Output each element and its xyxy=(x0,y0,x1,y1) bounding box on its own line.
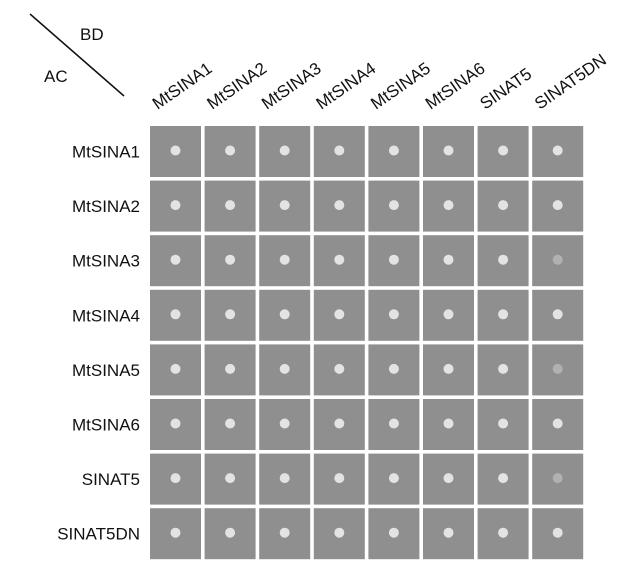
colony-spot xyxy=(553,146,563,156)
colony-spot xyxy=(225,473,235,483)
colony-spot xyxy=(498,146,508,156)
colony-spot xyxy=(444,146,454,156)
colony-spot xyxy=(498,473,508,483)
colony-spot xyxy=(280,200,290,210)
column-label: MtSINA6 xyxy=(422,59,489,114)
row-label: MtSINA6 xyxy=(72,416,140,435)
colony-spot xyxy=(444,255,454,265)
column-label: MtSINA1 xyxy=(149,59,216,114)
colony-spot xyxy=(444,309,454,319)
colony-spot xyxy=(553,419,563,429)
colony-spot xyxy=(334,255,344,265)
colony-spot xyxy=(553,473,563,483)
colony-spot xyxy=(280,419,290,429)
row-label: MtSINA5 xyxy=(72,361,140,380)
colony-spot xyxy=(553,364,563,374)
row-label: MtSINA2 xyxy=(72,197,140,216)
colony-spot xyxy=(334,364,344,374)
colony-spot xyxy=(389,364,399,374)
colony-spot xyxy=(334,309,344,319)
colony-spot xyxy=(444,528,454,538)
row-label: MtSINA4 xyxy=(72,306,140,325)
colony-spot xyxy=(498,255,508,265)
colony-spot xyxy=(171,528,181,538)
colony-spot xyxy=(225,255,235,265)
colony-spot xyxy=(280,146,290,156)
colony-spot xyxy=(334,473,344,483)
colony-spot xyxy=(389,528,399,538)
colony-spot xyxy=(171,255,181,265)
colony-spot xyxy=(498,364,508,374)
colony-spot xyxy=(389,255,399,265)
column-label: MtSINA5 xyxy=(367,59,434,114)
colony-spot xyxy=(389,146,399,156)
row-label: SINAT5 xyxy=(82,470,140,489)
colony-spot xyxy=(444,364,454,374)
colony-spot xyxy=(171,364,181,374)
colony-spot xyxy=(171,200,181,210)
row-label: MtSINA1 xyxy=(72,143,140,162)
colony-spot xyxy=(389,200,399,210)
colony-spot xyxy=(171,473,181,483)
colony-spot xyxy=(225,146,235,156)
colony-spot xyxy=(334,200,344,210)
colony-spot xyxy=(444,473,454,483)
colony-spot xyxy=(389,309,399,319)
colony-spot xyxy=(280,364,290,374)
colony-spot xyxy=(280,528,290,538)
colony-spot xyxy=(444,419,454,429)
colony-spot xyxy=(225,200,235,210)
column-label: SINAT5DN xyxy=(531,50,610,113)
corner-bottom-label: AC xyxy=(44,67,68,86)
colony-spot xyxy=(389,419,399,429)
colony-spot xyxy=(225,528,235,538)
colony-spot xyxy=(225,309,235,319)
corner-top-label: BD xyxy=(80,25,104,44)
colony-spot xyxy=(498,200,508,210)
colony-spot xyxy=(225,364,235,374)
colony-spot xyxy=(498,419,508,429)
column-label: MtSINA4 xyxy=(313,59,380,114)
figure: BD AC MtSINA1MtSINA2MtSINA3MtSINA4MtSINA… xyxy=(0,0,644,564)
colony-spot xyxy=(280,255,290,265)
colony-spot xyxy=(171,309,181,319)
colony-spot xyxy=(553,255,563,265)
colony-spot xyxy=(334,419,344,429)
colony-spot xyxy=(171,419,181,429)
colony-spot xyxy=(498,309,508,319)
colony-spot xyxy=(171,146,181,156)
colony-spot xyxy=(444,200,454,210)
colony-spot xyxy=(498,528,508,538)
colony-spot xyxy=(553,309,563,319)
column-label: MtSINA2 xyxy=(203,59,270,114)
colony-spot xyxy=(280,309,290,319)
colony-spot xyxy=(334,528,344,538)
row-label: SINAT5DN xyxy=(57,525,140,544)
row-label: MtSINA3 xyxy=(72,252,140,271)
colony-spot xyxy=(334,146,344,156)
colony-spot xyxy=(280,473,290,483)
colony-spot xyxy=(553,528,563,538)
colony-spot xyxy=(553,200,563,210)
colony-spot xyxy=(225,419,235,429)
colony-spot xyxy=(389,473,399,483)
column-label: MtSINA3 xyxy=(258,59,325,114)
